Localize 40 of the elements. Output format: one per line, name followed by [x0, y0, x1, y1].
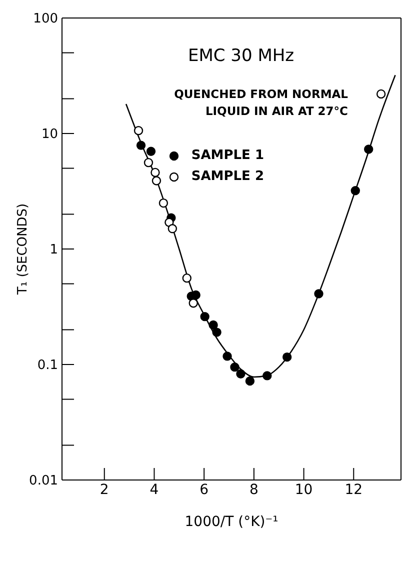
point	[245, 376, 255, 386]
point	[188, 298, 198, 308]
point	[182, 273, 192, 283]
point	[200, 312, 210, 322]
point	[282, 352, 292, 362]
point	[158, 198, 168, 208]
point	[146, 146, 156, 156]
annotation: QUENCHED FROM NORMAL LIQUID IN AIR AT 27°C	[173, 86, 348, 120]
point	[168, 224, 178, 234]
y-tick-label: 1	[50, 242, 58, 258]
point	[208, 320, 218, 330]
x-tick-label: 10	[294, 482, 313, 498]
annotation: EMC 30 MHz	[188, 46, 294, 66]
point	[262, 371, 272, 380]
point	[222, 352, 232, 361]
point	[134, 126, 144, 136]
point	[144, 158, 154, 168]
x-tick-label: 2	[100, 482, 109, 498]
point	[152, 176, 162, 186]
x-tick-label: 4	[150, 482, 159, 498]
point	[364, 144, 374, 154]
x-tick-label: 12	[344, 482, 363, 498]
y-tick-label: 10	[41, 127, 58, 142]
point	[350, 186, 360, 196]
y-tick-label: 0.1	[37, 358, 58, 374]
point	[136, 140, 146, 150]
y-tick-label: 0.01	[29, 474, 58, 489]
point	[150, 168, 160, 178]
legend-label: SAMPLE 1	[190, 148, 264, 163]
legend-label: SAMPLE 2	[190, 169, 264, 184]
x-axis-title: 1000/T (°K)⁻¹	[184, 514, 278, 530]
point	[314, 289, 324, 298]
point	[212, 328, 222, 337]
point	[236, 369, 246, 378]
y-tick-label: 100	[33, 12, 58, 27]
x-tick-label: 6	[200, 482, 209, 498]
y-axis-title: T₁ (SECONDS)	[16, 203, 31, 296]
x-tick-label: 8	[249, 482, 258, 498]
point	[376, 89, 386, 99]
point	[230, 362, 240, 372]
